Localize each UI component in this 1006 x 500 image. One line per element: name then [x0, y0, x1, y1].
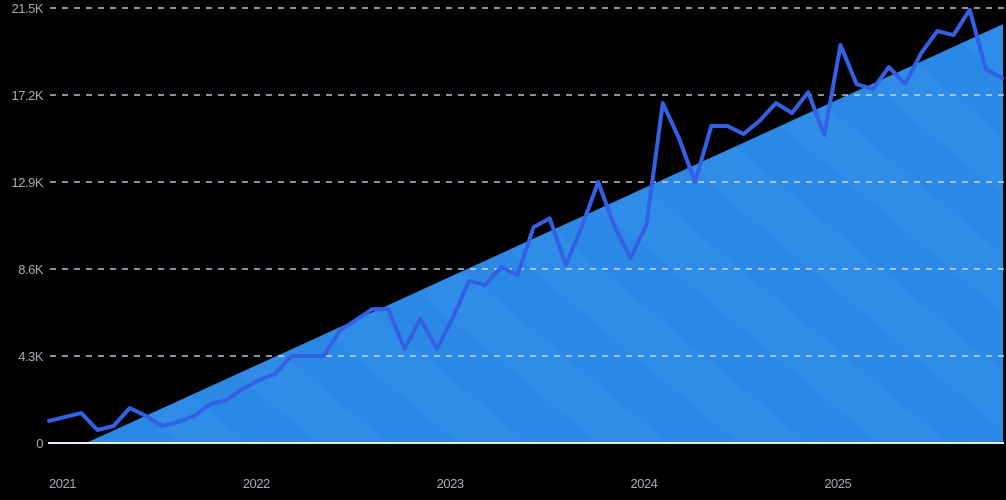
trend-area [86, 24, 1003, 444]
x-tick-label: 2025 [824, 476, 851, 491]
y-tick-label: 12.9K [12, 175, 44, 190]
x-axis-labels: 2021 2022 2023 2024 2025 [49, 476, 852, 491]
actual-series-line [47, 7, 1004, 433]
y-axis-labels: 0 4.3K 8.6K 12.9K 17.2K 21.5K [12, 1, 45, 451]
x-tick-label: 2023 [437, 476, 464, 491]
y-tick-label: 21.5K [12, 1, 44, 16]
y-tick-label: 0 [36, 436, 43, 451]
trend-area-fill [86, 24, 1003, 444]
y-tick-label: 4.3K [18, 349, 44, 364]
actual-line [47, 7, 1004, 433]
y-tick-label: 17.2K [12, 88, 44, 103]
x-tick-label: 2022 [243, 476, 270, 491]
gridlines [50, 7, 1004, 357]
x-tick-label: 2024 [630, 476, 657, 491]
x-tick-label: 2021 [49, 476, 76, 491]
y-tick-label: 8.6K [18, 262, 44, 277]
